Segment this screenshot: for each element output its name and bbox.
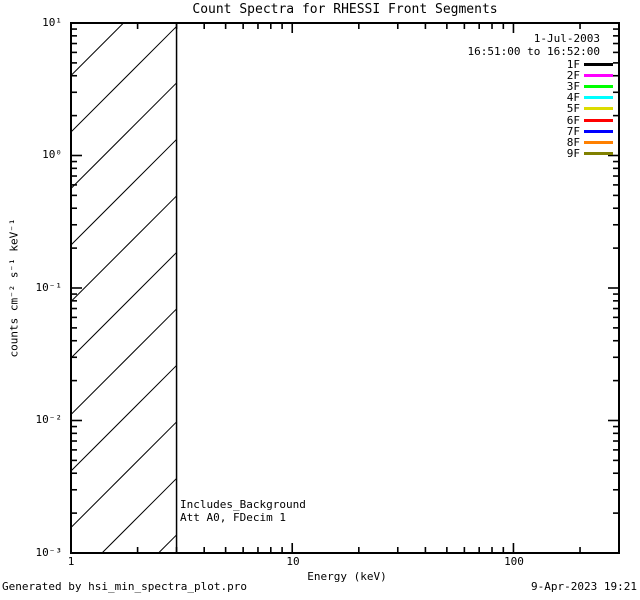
y-tick-label-10e-1: 10⁻¹ [35,281,63,294]
legend-color-line-7F [584,129,613,133]
y-tick-label-10e-3: 10⁻³ [35,546,63,559]
legend-item-1F: 1F [567,59,613,70]
generated-by-text: Generated by hsi_min_spectra_plot.pro [2,580,248,593]
legend-color-line-5F [584,107,613,111]
legend-item-2F: 2F [567,70,613,81]
y-axis-label: counts cm⁻² s⁻¹ keV⁻¹ [7,218,21,358]
annotation-includes-background: Includes_Background [180,498,306,511]
legend-item-9F: 9F [567,148,613,159]
legend-item-5F: 5F [567,103,613,114]
plot-frame [70,22,620,554]
legend-item-3F: 3F [567,81,613,92]
legend-label-8F: 8F [566,135,580,149]
observation-date: 1-Jul-2003 [533,32,600,45]
legend-color-line-4F [584,96,613,100]
legend-color-line-1F [584,63,613,66]
legend-item-7F: 7F [567,126,613,137]
x-tick-label-1: 1 [67,555,75,568]
legend-color-line-8F [584,140,613,144]
x-tick-label-10: 10 [286,555,300,568]
axis-ticks [70,22,620,554]
plot-annotations: Includes_Background Att A0, FDecim 1 [180,498,306,524]
y-tick-label-10e1: 10¹ [42,16,62,29]
render-timestamp: 9-Apr-2023 19:21 [531,580,637,593]
legend-label-4F: 4F [566,91,580,105]
legend-color-line-3F [584,85,613,89]
y-tick-label-10e0: 10⁰ [42,148,62,161]
legend-color-line-9F [584,151,613,155]
chart-title: Count Spectra for RHESSI Front Segments [192,2,498,17]
legend-item-4F: 4F [567,92,613,103]
x-tick-label-100: 100 [504,555,524,568]
legend-item-6F: 6F [567,115,613,126]
legend-label-7F: 7F [566,124,580,138]
legend-label-6F: 6F [566,113,580,127]
legend-item-8F: 8F [567,137,613,148]
legend-label-3F: 3F [566,80,580,94]
y-tick-label-10e-2: 10⁻² [35,413,63,426]
legend-color-line-6F [584,118,613,122]
legend-color-line-2F [584,74,613,78]
hatched-region [70,22,178,554]
annotation-att-fdecim: Att A0, FDecim 1 [180,511,286,524]
legend-label-5F: 5F [566,102,580,116]
legend-label-9F: 9F [566,146,580,160]
x-axis-label: Energy (keV) [307,570,387,583]
legend-label-1F: 1F [566,58,580,71]
observation-time-range: 16:51:00 to 16:52:00 [467,45,600,58]
legend-label-2F: 2F [566,69,580,83]
